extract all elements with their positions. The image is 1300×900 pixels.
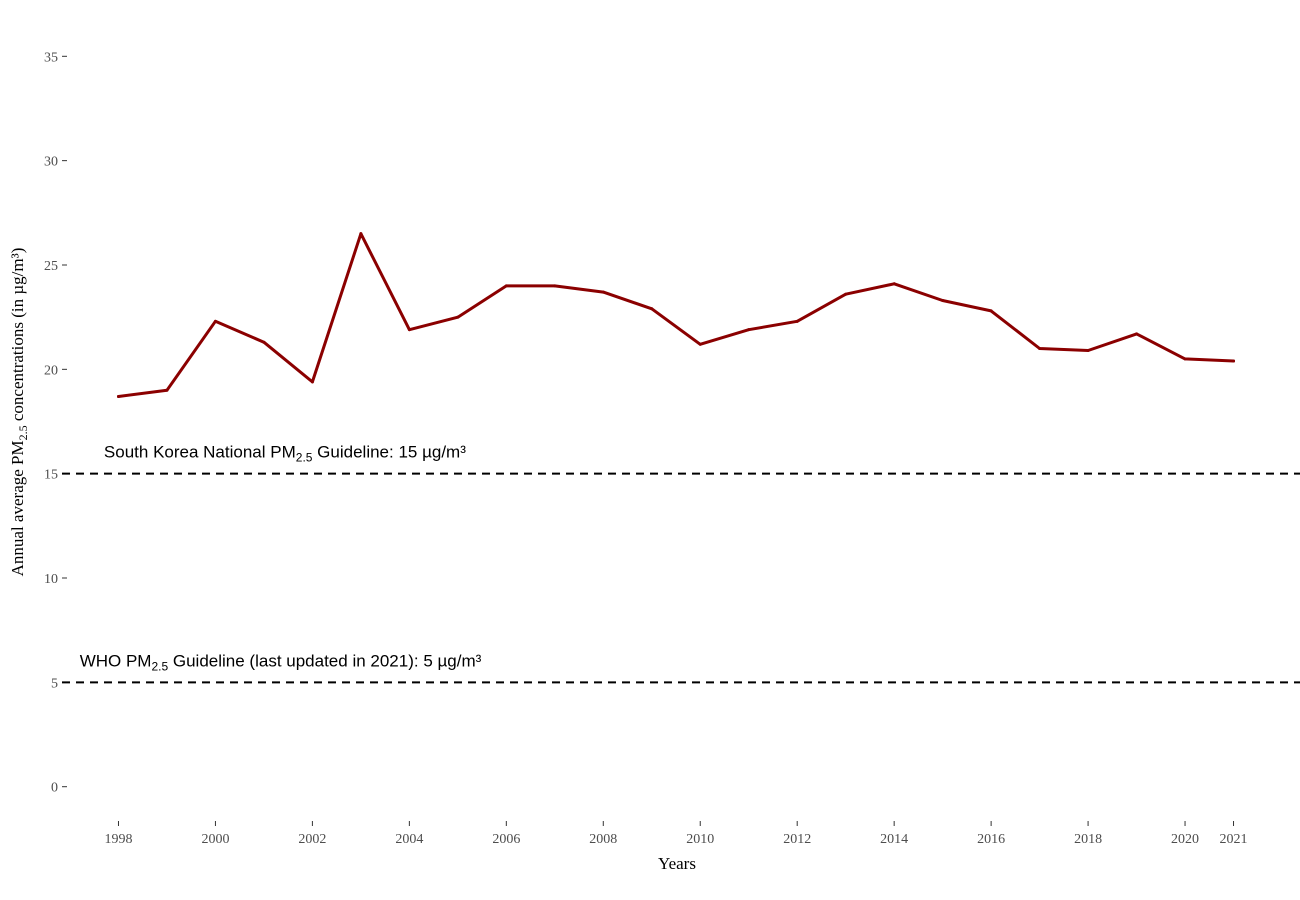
- data-point: [456, 315, 460, 319]
- y-tick-label: 25: [44, 259, 58, 274]
- series-layer: [116, 232, 1236, 398]
- x-tick-label: 2020: [1171, 832, 1199, 847]
- reference-lines: South Korea National PM2.5 Guideline: 15…: [62, 443, 1300, 684]
- data-point: [892, 282, 896, 286]
- y-axis: 0 5 10 15 20 25 30 35: [44, 50, 67, 796]
- x-axis-title: Years: [658, 854, 696, 873]
- data-point: [698, 342, 702, 346]
- data-point: [1038, 346, 1042, 350]
- x-tick-label: 2002: [298, 832, 326, 847]
- guideline-label-subscript: 2.5: [296, 451, 313, 465]
- data-point: [1232, 359, 1236, 363]
- data-point: [407, 328, 411, 332]
- data-point: [747, 328, 751, 332]
- data-point: [165, 388, 169, 392]
- x-tick-label: 1998: [104, 832, 132, 847]
- data-point: [213, 319, 217, 323]
- x-tick-label: 2006: [492, 832, 520, 847]
- data-point: [262, 340, 266, 344]
- guideline-label-prefix: WHO PM: [80, 651, 152, 670]
- y-tick-label: 15: [44, 468, 58, 483]
- guideline-label: WHO PM2.5 Guideline (last updated in 202…: [80, 651, 482, 673]
- data-point: [844, 292, 848, 296]
- y-tick-label: 35: [44, 50, 58, 65]
- y-axis-title: Annual average PM2.5 concentrations (in …: [8, 248, 30, 577]
- y-axis-title-suffix: concentrations (in µg/m³): [8, 248, 27, 426]
- data-point: [553, 284, 557, 288]
- data-point: [1135, 332, 1139, 336]
- guideline-label-prefix: South Korea National PM: [104, 443, 296, 462]
- y-tick-label: 20: [44, 363, 58, 378]
- data-point: [310, 380, 314, 384]
- x-tick-label: 2021: [1220, 832, 1248, 847]
- data-point: [116, 394, 120, 398]
- y-tick-label: 30: [44, 155, 58, 170]
- data-point: [601, 290, 605, 294]
- x-tick-label: 2000: [201, 832, 229, 847]
- y-tick-label: 10: [44, 572, 58, 587]
- guideline-label: South Korea National PM2.5 Guideline: 15…: [104, 443, 466, 465]
- x-tick-label: 2018: [1074, 832, 1102, 847]
- x-axis: 1998 2000 2002 2004 2006 2008 2010 2012 2014 2016…: [104, 821, 1248, 847]
- x-tick-label: 2010: [686, 832, 714, 847]
- y-tick-label: 0: [51, 781, 58, 796]
- x-tick-label: 2016: [977, 832, 1005, 847]
- data-point: [795, 319, 799, 323]
- x-tick-label: 2004: [395, 832, 423, 847]
- guideline-label-suffix: Guideline: 15 µg/m³: [312, 443, 466, 462]
- y-axis-title-subscript: 2.5: [16, 425, 30, 440]
- x-tick-label: 2008: [589, 832, 617, 847]
- data-point: [504, 284, 508, 288]
- pm25-series-line: [117, 232, 1235, 398]
- data-point: [1183, 357, 1187, 361]
- data-point: [941, 298, 945, 302]
- data-point: [989, 309, 993, 313]
- y-axis-title-prefix: Annual average PM: [8, 440, 27, 576]
- guideline-label-subscript: 2.5: [151, 659, 168, 673]
- guideline-label-suffix: Guideline (last updated in 2021): 5 µg/m…: [168, 651, 481, 670]
- data-point: [359, 232, 363, 236]
- y-tick-label: 5: [51, 676, 58, 691]
- data-point: [650, 307, 654, 311]
- x-tick-label: 2012: [783, 832, 811, 847]
- x-tick-label: 2014: [880, 832, 908, 847]
- data-point: [1086, 349, 1090, 353]
